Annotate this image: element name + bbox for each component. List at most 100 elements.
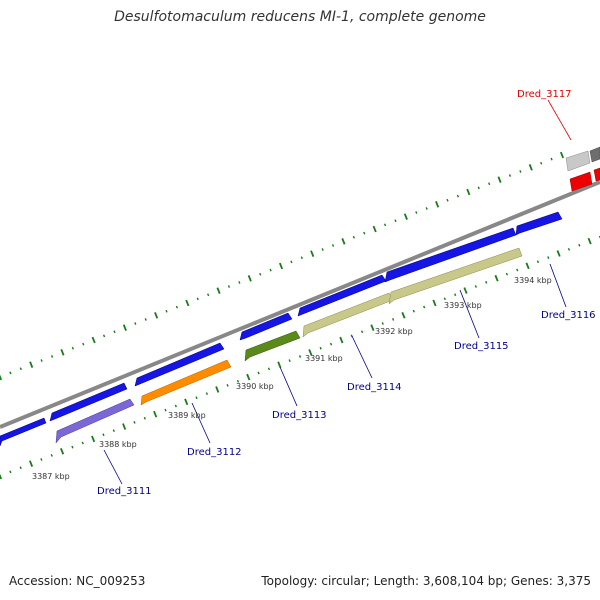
scale-tick-mark xyxy=(29,361,34,368)
scale-tick-mark xyxy=(184,398,189,406)
scale-tick-mark xyxy=(485,280,488,284)
scale-tick-mark xyxy=(144,318,147,321)
gene-arrow[interactable] xyxy=(49,382,128,422)
genome-backbone xyxy=(0,180,600,429)
scale-tick-mark xyxy=(81,441,84,445)
gene-arrow[interactable] xyxy=(140,359,232,406)
gene-cluster-3117 xyxy=(565,146,600,192)
scale-tick-mark xyxy=(525,262,530,270)
scale-tick-mark xyxy=(494,274,499,282)
scale-tick-mark xyxy=(113,330,116,334)
gene-arrow[interactable] xyxy=(593,167,600,182)
gene-arrow[interactable] xyxy=(297,274,387,317)
scale-tick-mark xyxy=(415,211,418,214)
gene-arrow[interactable] xyxy=(302,292,394,338)
scale-tick-mark xyxy=(185,299,190,307)
scale-tick-mark xyxy=(247,275,252,282)
scale-tick-mark xyxy=(164,408,167,412)
gene-arrow[interactable] xyxy=(515,211,563,236)
scale-tick-mark xyxy=(392,318,395,321)
gene-label-dred-3113[interactable]: Dred_3113 xyxy=(272,410,327,421)
scale-tick-mark xyxy=(226,383,229,387)
gene-arrow[interactable] xyxy=(134,342,225,387)
gene-arrow[interactable] xyxy=(569,171,593,192)
scale-tick-mark xyxy=(9,470,12,474)
gene-label-dred-3114[interactable]: Dred_3114 xyxy=(347,382,402,393)
scale-tick-mark xyxy=(102,334,106,338)
scale-tick-mark xyxy=(463,287,468,294)
scale-tick-mark xyxy=(477,186,480,190)
outer-tick-track xyxy=(0,151,565,381)
scale-tick-mark xyxy=(267,367,271,371)
map-title: Desulfotomaculum reducens MI-1, complete… xyxy=(114,9,486,25)
scale-tick-mark xyxy=(269,268,272,272)
scale-tick-mark xyxy=(536,260,540,264)
gene-label-dred-3112[interactable]: Dred_3112 xyxy=(187,447,242,458)
scale-tick-label: 3387 kbp xyxy=(32,472,70,481)
scale-tick-mark xyxy=(556,250,561,257)
scale-tick-mark xyxy=(153,410,158,418)
scale-tick-mark xyxy=(497,176,502,183)
gene-arrow[interactable] xyxy=(589,146,600,163)
scale-tick-label: 3393 kbp xyxy=(444,301,482,310)
scale-tick-label: 3394 kbp xyxy=(514,276,552,285)
scale-tick-mark xyxy=(112,429,115,433)
scale-tick-mark xyxy=(329,342,333,346)
gene-arrow[interactable] xyxy=(384,227,517,283)
scale-tick-mark xyxy=(50,355,54,358)
scale-tick-mark xyxy=(19,367,22,371)
scale-tick-mark xyxy=(257,371,260,375)
genome-summary: Topology: circular; Length: 3,608,104 bp… xyxy=(261,574,591,588)
scale-tick-mark xyxy=(559,151,565,159)
scale-tick-mark xyxy=(425,207,428,210)
gene-arrow[interactable] xyxy=(0,417,47,447)
gene-arrow[interactable] xyxy=(55,398,135,444)
scale-tick-mark xyxy=(443,297,446,301)
gene-arrow[interactable] xyxy=(388,247,523,305)
scale-tick-mark xyxy=(505,272,508,276)
gene-arrow[interactable] xyxy=(565,150,591,172)
scale-tick-mark xyxy=(277,361,282,369)
scale-tick-mark xyxy=(259,272,262,276)
scale-tick-mark xyxy=(0,374,3,381)
scale-tick-mark xyxy=(394,219,397,223)
scale-tick-mark xyxy=(133,421,136,424)
scale-tick-mark xyxy=(508,174,512,177)
scale-tick-mark xyxy=(446,198,449,202)
gene-labels: Dred_3111 Dred_3112 Dred_3113 Dred_3114 … xyxy=(97,89,596,497)
scale-tick-mark xyxy=(122,324,127,331)
scale-tick-mark xyxy=(516,268,519,272)
gene-arrow[interactable] xyxy=(239,312,293,341)
gene-label-dred-3115[interactable]: Dred_3115 xyxy=(454,341,509,352)
scale-tick-mark xyxy=(102,433,105,437)
scale-tick-mark xyxy=(540,161,543,165)
scale-tick-mark xyxy=(339,336,344,344)
scale-tick-mark xyxy=(227,285,231,288)
scale-tick-mark xyxy=(321,248,324,251)
gene-label-dred-3116[interactable]: Dred_3116 xyxy=(541,310,596,321)
scale-tick-mark xyxy=(288,359,291,362)
scale-tick-mark xyxy=(134,322,137,325)
scale-tick-mark xyxy=(165,309,168,313)
scale-tick-mark xyxy=(196,297,199,301)
accession-label: Accession: NC_009253 xyxy=(9,574,146,588)
scale-tick-mark xyxy=(60,447,65,455)
scale-tick-mark xyxy=(363,231,366,235)
scale-tick-label: 3390 kbp xyxy=(236,382,274,391)
scale-tick-label: 3392 kbp xyxy=(375,327,413,336)
scale-tick-mark xyxy=(412,309,415,313)
scale-tick-mark xyxy=(0,473,3,480)
scale-tick-mark xyxy=(403,213,408,220)
gene-label-dred-3111[interactable]: Dred_3111 xyxy=(97,486,152,497)
gene-label-dred-3117[interactable]: Dred_3117 xyxy=(517,89,572,100)
scale-tick-mark xyxy=(381,322,384,325)
scale-tick-mark xyxy=(352,235,355,239)
scale-tick-mark xyxy=(205,392,208,395)
scale-tick-mark xyxy=(207,293,210,297)
scale-tick-mark xyxy=(215,386,220,393)
gene-arrow[interactable] xyxy=(244,330,301,362)
scale-tick-mark xyxy=(435,201,440,208)
scale-tick-mark xyxy=(319,346,322,350)
scale-tick-mark xyxy=(238,281,241,284)
